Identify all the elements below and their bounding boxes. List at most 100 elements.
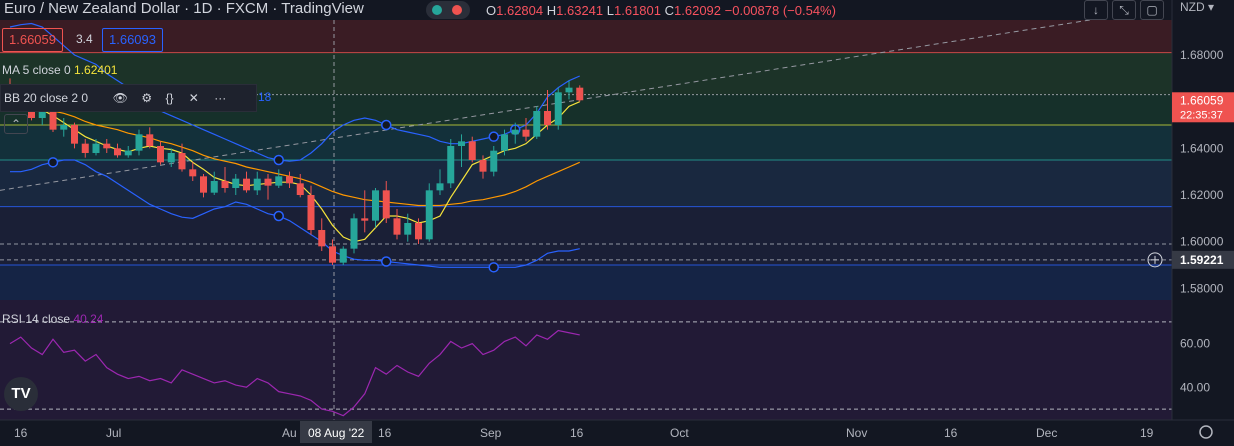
candle-body-48: [522, 129, 530, 137]
time-label-10: Dec: [1036, 426, 1057, 440]
arrow-down-icon[interactable]: ↓: [1084, 0, 1108, 20]
candle-body-39: [425, 190, 433, 240]
settings-gear-icon: [1199, 425, 1213, 439]
band-marker-4: [488, 262, 499, 273]
countdown-label: 22:35:37: [1180, 109, 1223, 121]
candle-body-15: [167, 153, 175, 163]
settings-icon[interactable]: ⚙: [141, 91, 153, 105]
candle-body-43: [468, 141, 476, 160]
price-tick-4: 1.58000: [1180, 281, 1224, 295]
candle-body-41: [447, 146, 455, 184]
zone-band-4: [0, 160, 1172, 207]
collapse-legend-icon[interactable]: ⌃: [4, 114, 28, 134]
price-tick-0: 1.68000: [1180, 48, 1224, 62]
candle-body-34: [372, 190, 379, 221]
time-label-2: Au: [282, 426, 297, 440]
rsi-legend[interactable]: RSI 14 close 40.24: [2, 312, 103, 326]
bb-upper-line: [9, 22, 580, 162]
candle-body-3: [38, 111, 46, 118]
candle-body-19: [210, 181, 218, 193]
eye-icon[interactable]: 👁: [112, 91, 128, 105]
market-closed-icon: [452, 5, 462, 15]
spread-value: 3.4: [76, 32, 93, 46]
tradingview-logo[interactable]: TV: [4, 377, 38, 411]
candle-body-20: [221, 181, 229, 188]
add-alert-icon: [1147, 252, 1163, 268]
candle-body-18: [200, 176, 207, 193]
candle-body-47: [511, 129, 519, 135]
buy-price-button[interactable]: 1.66093: [102, 28, 163, 52]
zone-band-6: [0, 265, 1172, 300]
price-tick-2: 1.62000: [1180, 188, 1224, 202]
time-label-6: 16: [570, 426, 584, 440]
collapse-icon[interactable]: ⤡: [1112, 0, 1136, 20]
crosshair-price-label: 1.59221: [1180, 253, 1224, 267]
candle-body-33: [361, 218, 369, 221]
time-label-5: Sep: [480, 426, 502, 440]
zone-band-5: [0, 206, 1172, 265]
candle-body-8: [92, 143, 100, 153]
price-tick-1: 1.64000: [1180, 141, 1224, 155]
close-icon[interactable]: ✕: [188, 91, 199, 105]
candle-body-27: [296, 183, 304, 195]
ma-legend[interactable]: MA 5 close 0 1.62401: [2, 63, 117, 77]
time-label-0: 16: [14, 426, 28, 440]
last-price-label: 1.66059: [1180, 93, 1224, 107]
candle-body-32: [350, 218, 358, 249]
rsi-tick-0: 60.00: [1180, 337, 1210, 351]
time-label-3: 08 Aug '22: [308, 426, 365, 440]
market-status-toggle[interactable]: [426, 1, 470, 19]
candle-body-45: [490, 150, 498, 172]
candle-body-13: [146, 134, 154, 146]
candle-body-44: [479, 160, 487, 172]
candle-body-50: [544, 111, 551, 125]
candle-body-29: [318, 230, 326, 247]
candle-body-42: [458, 141, 465, 146]
candle-body-36: [393, 218, 401, 235]
time-label-9: 16: [944, 426, 958, 440]
time-label-11: 19: [1140, 426, 1154, 440]
candle-body-16: [178, 153, 186, 170]
candle-body-5: [60, 125, 68, 130]
candle-body-6: [71, 125, 78, 144]
bb-legend[interactable]: BB 20 close 2 0 👁 ⚙ {} ✕ ···: [0, 84, 257, 112]
price-axis: [1172, 0, 1234, 446]
candle-body-49: [533, 111, 541, 137]
bb-lower-line: [10, 159, 580, 268]
candle-body-26: [286, 176, 293, 184]
band-marker-0: [273, 154, 284, 166]
band-marker-1: [381, 119, 392, 131]
change-value: −0.00878 (−0.54%): [724, 3, 836, 18]
market-open-icon: [432, 5, 442, 15]
rsi-line: [9, 329, 580, 417]
sell-price-button[interactable]: 1.66059: [2, 28, 63, 52]
more-icon[interactable]: ···: [214, 91, 227, 105]
time-label-7: Oct: [670, 426, 689, 440]
bb-label: BB 20 close 2 0: [4, 91, 89, 105]
candle-body-17: [189, 169, 197, 177]
close-value: 1.62092: [674, 3, 722, 18]
bb-basis-line: [9, 108, 580, 207]
last-price-badge: [1172, 92, 1234, 123]
ma-label: MA 5 close 0: [2, 63, 71, 77]
candle-body-35: [382, 190, 390, 219]
rsi-label: RSI 14 close: [2, 312, 71, 326]
candle-body-9: [103, 143, 111, 149]
candle-body-37: [404, 223, 412, 235]
candle-body-46: [501, 134, 508, 151]
time-label-4: 16: [378, 426, 392, 440]
low-label: L: [606, 3, 614, 18]
candle-body-22: [243, 178, 250, 191]
candle-body-38: [415, 223, 422, 240]
code-icon[interactable]: {}: [165, 91, 174, 105]
currency-selector[interactable]: NZD ▾: [1180, 0, 1215, 14]
candle-body-4: [49, 111, 57, 130]
time-label-8: Nov: [846, 426, 867, 440]
candle-body-51: [554, 92, 562, 125]
bb-value: 18: [258, 90, 272, 104]
window-icon[interactable]: ▢: [1140, 0, 1164, 20]
candle-body-40: [436, 183, 444, 191]
crosshair-price-badge: [1172, 250, 1234, 269]
symbol-title[interactable]: Euro / New Zealand Dollar · 1D · FXCM · …: [4, 0, 364, 17]
